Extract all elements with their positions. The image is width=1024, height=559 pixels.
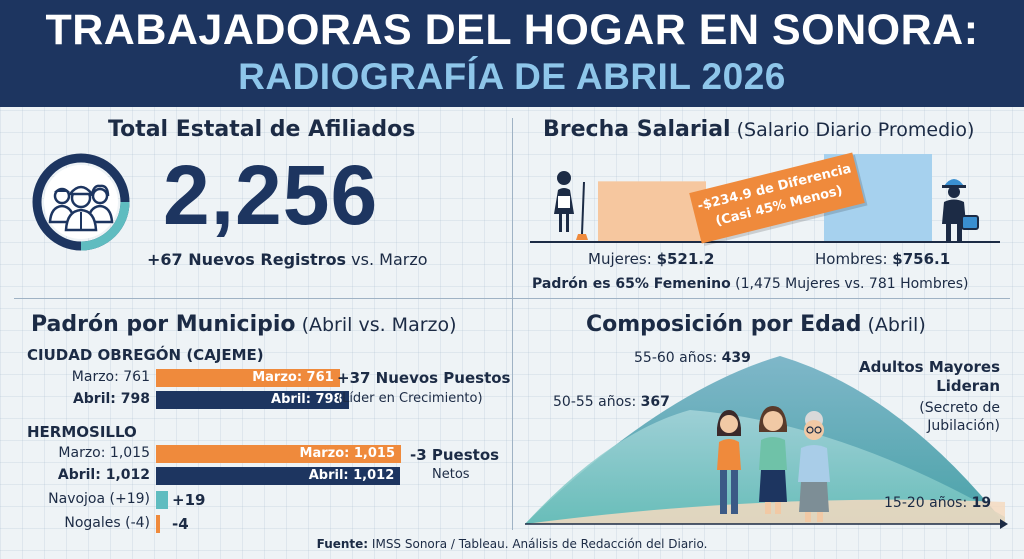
age-15-20-label: 15-20 años: 19 — [884, 495, 992, 511]
source-footer: Fuente: IMSS Sonora / Tableau. Análisis … — [316, 537, 708, 551]
obregon-abril-label: Abril: 798 — [72, 391, 150, 407]
wage-gap-chart — [530, 154, 1000, 243]
obregon-delta: +37 Nuevos Puestos — [337, 369, 511, 387]
man-worker-icon — [942, 179, 979, 242]
obregon-abril-bar: Abril: 798 — [156, 391, 349, 409]
vertical-divider — [512, 118, 513, 530]
men-wage-label: Hombres: $756.1 — [815, 250, 951, 268]
obregon-delta-note: (Líder en Crecimiento) — [337, 391, 483, 406]
age-axis-arrow — [1000, 519, 1008, 529]
page-subtitle: RADIOGRAFÍA DE ABRIL 2026 — [238, 56, 786, 97]
wage-gap-title: Brecha Salarial (Salario Diario Promedio… — [543, 117, 975, 142]
page-title: TRABAJADORAS DEL HOGAR EN SONORA: — [45, 6, 979, 54]
hermosillo-delta: -3 Puestos — [410, 446, 500, 464]
seniors-lead-heading: Adultos Mayores Lideran — [859, 358, 1000, 395]
elderly-woman-icon — [798, 411, 830, 522]
hermosillo-delta-note: Netos — [432, 467, 470, 482]
young-woman-icon — [717, 410, 741, 514]
hermosillo-heading: HERMOSILLO — [27, 423, 137, 441]
hermosillo-marzo-bar: Marzo: 1,015 — [156, 445, 401, 463]
municipio-title: Padrón por Municipio (Abril vs. Marzo) — [31, 312, 457, 337]
obregon-marzo-bar: Marzo: 761 — [156, 369, 340, 387]
navojoa-delta: +19 — [172, 491, 206, 509]
obregon-marzo-label: Marzo: 761 — [71, 369, 150, 385]
nogales-change-bar — [156, 515, 160, 533]
women-wage-label: Mujeres: $521.2 — [588, 250, 715, 268]
nogales-delta: -4 — [172, 515, 189, 533]
seniors-lead-note: (Secreto de Jubilación) — [919, 400, 1000, 434]
obregon-heading: CIUDAD OBREGÓN (CAJEME) — [27, 346, 264, 364]
age-50-55-label: 50-55 años: 367 — [553, 394, 670, 410]
age-55-60-label: 55-60 años: 439 — [634, 350, 751, 366]
hermosillo-marzo-label: Marzo: 1,015 — [58, 445, 150, 461]
total-affiliates-value: 2,256 — [163, 148, 379, 242]
gender-composition-note: Padrón es 65% Femenino (1,475 Mujeres vs… — [532, 276, 969, 292]
nogales-label: Nogales (-4) — [64, 515, 150, 531]
age-title: Composición por Edad (Abril) — [586, 312, 926, 337]
header-banner: TRABAJADORAS DEL HOGAR EN SONORA: RADIOG… — [0, 0, 1024, 107]
hermosillo-abril-bar: Abril: 1,012 — [156, 467, 401, 485]
workers-group-icon — [32, 153, 130, 251]
hermosillo-abril-label: Abril: 1,012 — [57, 467, 150, 483]
age-composition-chart — [525, 356, 1008, 529]
navojoa-label: Navojoa (+19) — [48, 491, 150, 507]
woman-cleaner-icon — [554, 171, 588, 240]
new-registrations: +67 Nuevos Registros vs. Marzo — [147, 250, 428, 269]
total-title: Total Estatal de Afiliados — [108, 117, 416, 142]
women-wage-bar — [598, 181, 706, 242]
middle-age-woman-icon — [759, 406, 787, 514]
navojoa-change-bar — [156, 491, 168, 509]
